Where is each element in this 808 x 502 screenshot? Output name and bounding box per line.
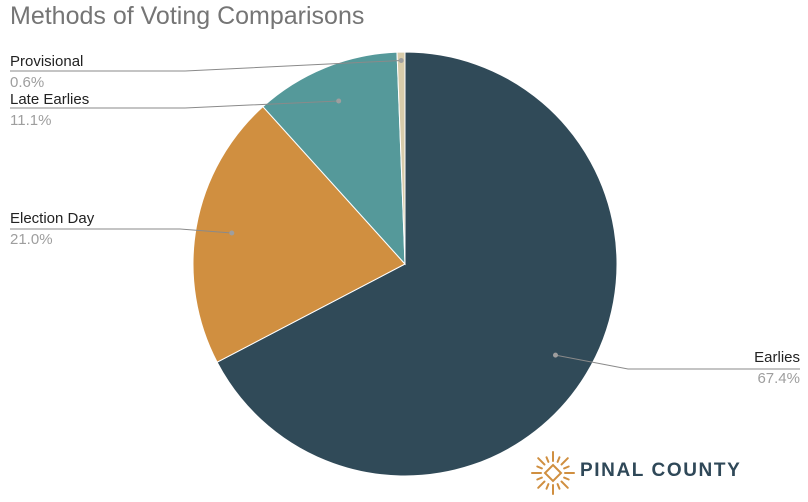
sun-burst-icon	[531, 451, 575, 495]
leader-dot	[553, 352, 558, 358]
pie-slice-election-day	[192, 105, 406, 363]
leader-dot	[336, 98, 342, 104]
leader-line	[10, 228, 232, 234]
leader-dot	[398, 58, 404, 63]
slice-label: Election Day	[10, 210, 95, 227]
slice-percent-label: 0.6%	[10, 74, 44, 91]
leader-dot	[229, 230, 235, 236]
pie-slice-late-earlies	[262, 51, 406, 266]
leader-line	[10, 100, 339, 109]
pie-slice-provisional	[396, 51, 406, 265]
pie-slice-earlies	[216, 51, 618, 477]
leader-line	[10, 60, 402, 72]
leader-line	[555, 354, 800, 370]
slice-percent-label: 21.0%	[10, 231, 53, 248]
slice-label: Earlies	[754, 349, 800, 366]
pinal-county-logo-text: PINAL COUNTY	[580, 460, 742, 481]
slice-percent-label: 11.1%	[10, 112, 51, 129]
slice-label: Provisional	[10, 53, 83, 70]
chart-title: Methods of Voting Comparisons	[10, 2, 365, 30]
slice-label: Late Earlies	[10, 91, 89, 108]
slice-percent-label: 67.4%	[757, 370, 800, 387]
